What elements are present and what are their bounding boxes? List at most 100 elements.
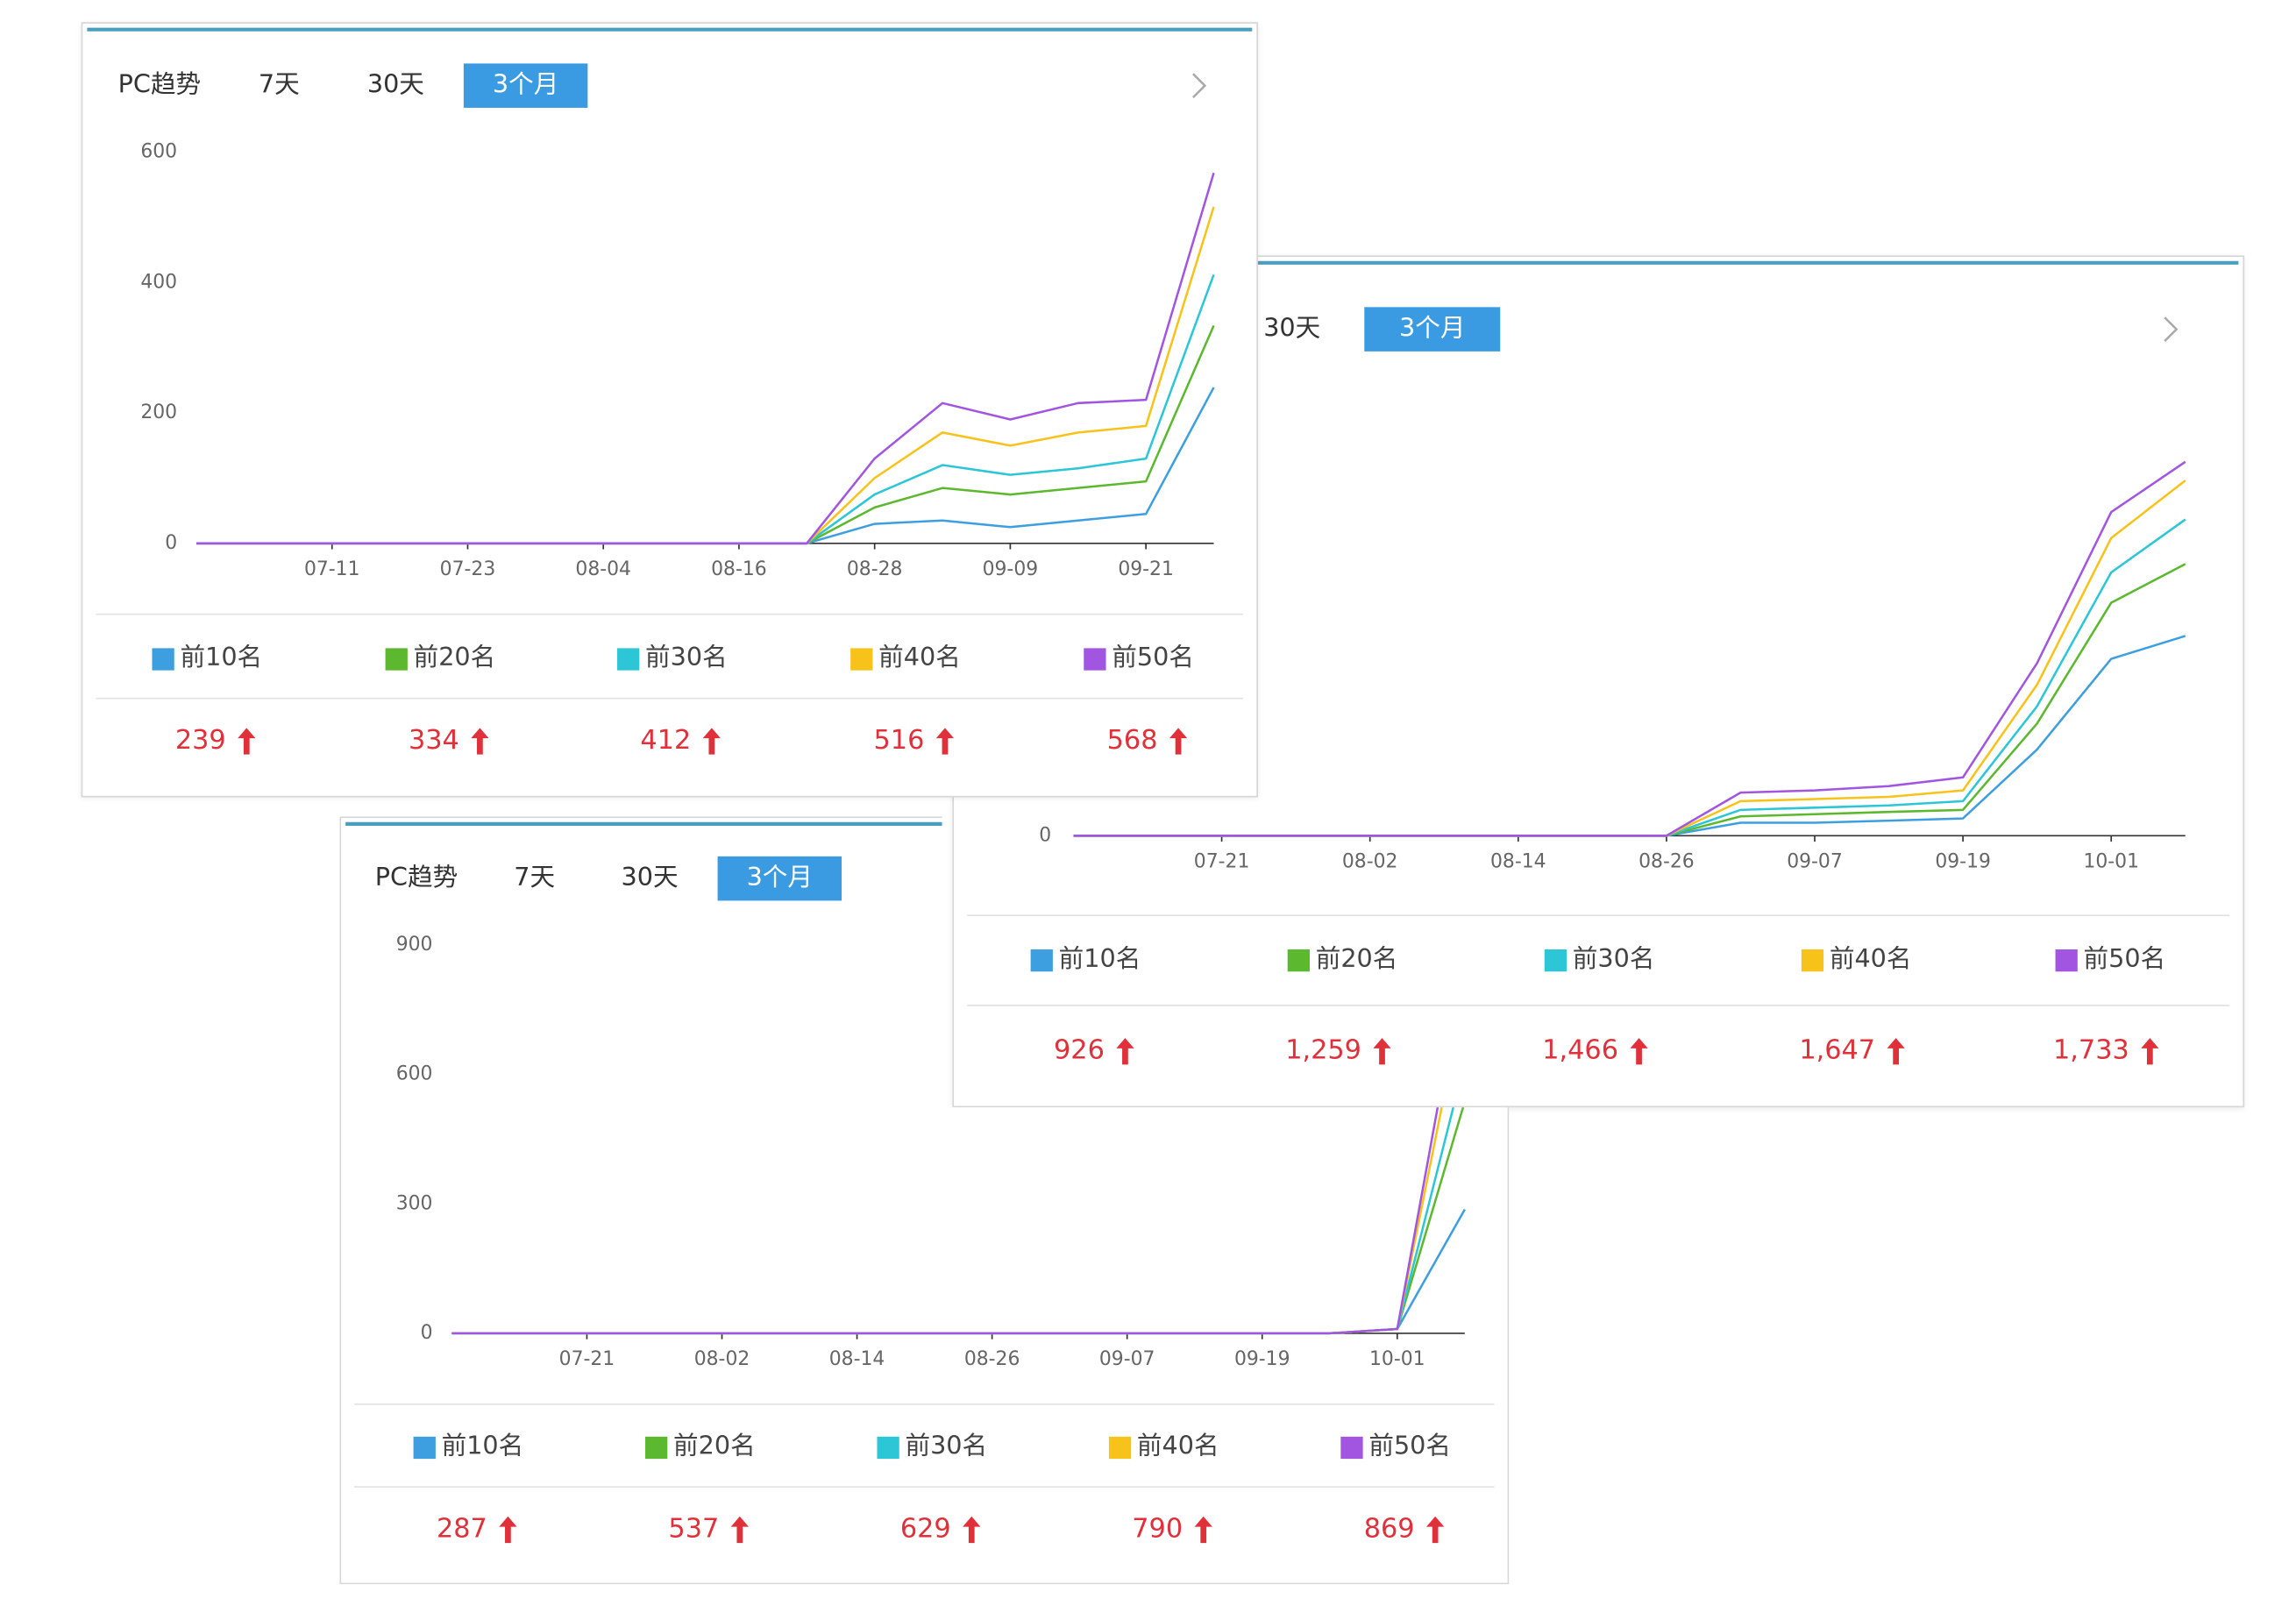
legend-label[interactable]: 前40名 [1137,1431,1219,1460]
x-tick-label: 08-28 [847,558,903,580]
chart-card: PC趋势 7天 30天 3个月 0 200 400 600 07-11 07-23 08-04 08-… [81,22,1259,798]
summary-value: 869 [1364,1513,1415,1544]
summary-value: 629 [900,1513,951,1544]
x-tick-label: 08-26 [1638,851,1695,873]
x-tick-label: 08-02 [694,1348,750,1370]
summary-value: 1,259 [1285,1035,1361,1066]
x-tick-label: 09-07 [1787,851,1843,873]
x-tick-label: 09-19 [1234,1348,1290,1370]
legend-label[interactable]: 前20名 [673,1431,756,1460]
x-tick-label: 08-14 [1490,851,1546,873]
legend-label[interactable]: 前40名 [1830,943,1912,973]
legend-swatch[interactable] [1108,1436,1132,1460]
legend-label[interactable]: 前10名 [1059,943,1141,973]
x-tick-label: 08-16 [711,558,767,580]
summary-value: 568 [1107,725,1158,756]
legend-swatch[interactable] [2055,949,2078,972]
up-arrow [1194,1516,1212,1544]
y-tick-label: 0 [165,532,177,554]
legend-swatch[interactable] [385,648,408,671]
up-arrow [2141,1038,2159,1065]
tab[interactable]: PC趋势 [375,862,458,892]
legend-swatch[interactable] [152,648,174,671]
x-tick-label: 08-26 [964,1348,1020,1370]
series-line [196,172,1215,545]
y-tick-label: 900 [396,934,433,956]
up-arrow [1426,1516,1445,1544]
x-tick-label: 08-14 [829,1348,885,1370]
tab[interactable]: 30天 [367,69,424,99]
tab-active-bg[interactable] [717,856,842,901]
legend-swatch[interactable] [850,648,873,671]
legend-swatch[interactable] [645,1436,668,1460]
tab-active-bg[interactable] [1364,307,1501,352]
legend-swatch[interactable] [1544,949,1567,972]
tab[interactable]: PC趋势 [118,69,202,99]
legend-label[interactable]: 前50名 [2084,943,2166,973]
legend-swatch[interactable] [617,648,640,671]
legend-label[interactable]: 前10名 [180,642,262,672]
chart: 30天 3个月 0 07-21 08-02 08-14 08-26 09-07 09-19 10-… [958,260,2239,1066]
up-arrow [963,1516,981,1544]
up-arrow [702,728,721,755]
legend-swatch[interactable] [1287,949,1310,972]
series-line [196,274,1215,545]
tab-active-bg[interactable] [463,63,588,108]
up-arrow [499,1516,517,1544]
series-line [196,206,1215,545]
summary-value: 926 [1054,1035,1105,1066]
summary-value: 537 [668,1513,719,1544]
legend-swatch[interactable] [1084,648,1106,671]
tab[interactable]: 30天 [622,862,679,892]
y-tick-label: 300 [396,1192,433,1214]
x-tick-label: 07-23 [440,558,496,580]
legend-label[interactable]: 前30名 [645,642,728,672]
tab[interactable]: 7天 [514,862,555,892]
legend-swatch[interactable] [1030,949,1053,972]
up-arrow [935,728,955,755]
legend-swatch[interactable] [877,1436,899,1460]
tab[interactable]: 3个月 [493,69,558,99]
up-arrow [1116,1038,1134,1065]
tab[interactable]: 7天 [259,69,300,99]
x-tick-label: 10-01 [2083,851,2139,873]
summary-value: 516 [874,725,925,756]
up-arrow [1373,1038,1391,1065]
series-line [1073,460,2186,837]
chart: PC趋势 7天 30天 3个月 0 300 600 900 07-21 08-02 08-14 08-… [345,821,1503,1544]
up-arrow [1630,1038,1648,1065]
x-tick-label: 07-21 [1194,851,1250,873]
y-tick-label: 0 [1039,824,1051,846]
tab[interactable]: 30天 [1263,313,1320,343]
x-tick-label: 07-11 [304,558,360,580]
tab[interactable]: 3个月 [747,862,813,892]
legend-label[interactable]: 前20名 [414,642,496,672]
legend-swatch[interactable] [1801,949,1824,972]
legend-label[interactable]: 前40名 [878,642,961,672]
x-tick-label: 09-21 [1118,558,1174,580]
summary-value: 1,466 [1542,1035,1618,1066]
legend-label[interactable]: 前30名 [1573,943,1655,973]
legend-label[interactable]: 前30名 [905,1431,987,1460]
x-tick-label: 09-07 [1099,1348,1155,1370]
tab[interactable]: 3个月 [1399,313,1465,343]
next-chevron[interactable] [1192,73,1207,99]
summary-value: 239 [175,725,226,756]
legend-label[interactable]: 前50名 [1368,1431,1451,1460]
legend-swatch[interactable] [413,1436,436,1460]
next-chevron[interactable] [2164,316,2179,342]
legend-label[interactable]: 前50名 [1112,642,1194,672]
legend-swatch[interactable] [1340,1436,1363,1460]
series-line [196,387,1215,545]
legend-label[interactable]: 前10名 [442,1431,524,1460]
summary-value: 1,647 [1799,1035,1875,1066]
summary-value: 334 [409,725,459,756]
summary-value: 287 [437,1513,487,1544]
legend-label[interactable]: 前20名 [1316,943,1398,973]
x-tick-label: 10-01 [1369,1348,1425,1370]
summary-value: 790 [1132,1513,1183,1544]
series-line [451,958,1467,1335]
y-tick-label: 0 [421,1322,433,1344]
